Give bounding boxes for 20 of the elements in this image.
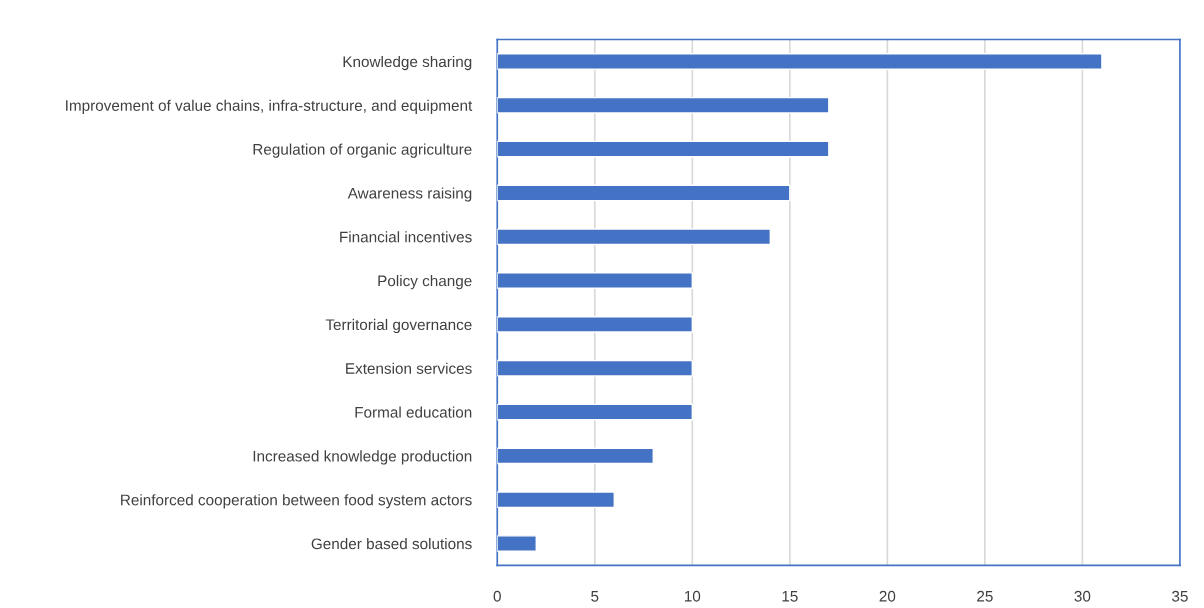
y-tick-label: Increased knowledge production <box>253 450 472 465</box>
y-tick-label: Reinforced cooperation between food system actors <box>121 494 472 509</box>
x-tick-label: 25 <box>977 590 993 602</box>
y-tick-label: Extension services <box>346 362 472 374</box>
y-tick-label: Knowledge sharing <box>343 55 472 71</box>
y-tick-label: Formal education <box>355 406 472 418</box>
x-tick-label: 15 <box>782 591 798 602</box>
x-tick-label: 20 <box>879 590 896 602</box>
y-tick-label: Policy change <box>378 275 472 290</box>
y-tick-label: Improvement of value chains, infra-structure, and equipment <box>66 99 473 114</box>
y-tick-label: Awareness raising <box>347 187 472 202</box>
x-tick-label: 0 <box>493 590 501 602</box>
x-tick-label: 35 <box>1172 590 1188 602</box>
y-tick-label: Gender based solutions <box>311 537 472 550</box>
y-tick-label: Territorial governance <box>325 318 472 334</box>
x-tick-label: 30 <box>1074 590 1091 602</box>
y-tick-label: Regulation of organic agriculture <box>253 143 472 158</box>
y-tick-label: Financial incentives <box>340 231 472 243</box>
x-tick-label: 5 <box>591 591 599 602</box>
x-tick-label: 10 <box>684 590 701 602</box>
